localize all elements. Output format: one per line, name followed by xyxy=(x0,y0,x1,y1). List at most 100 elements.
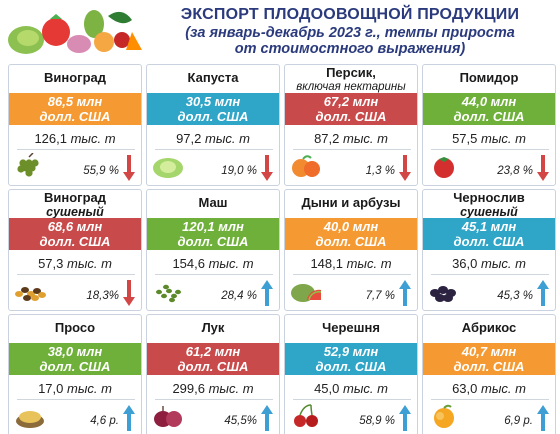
product-name: Виноград сушеный xyxy=(9,191,141,220)
product-name-text: Чернослив xyxy=(453,190,525,205)
product-card: Лук 61,2 млн долл. США 299,6 тыс. т 45,5% xyxy=(146,314,280,434)
export-volume: 148,1 тыс. т xyxy=(285,256,417,271)
arrow-up-icon xyxy=(399,280,411,306)
divider xyxy=(293,399,411,400)
arrow-up-icon xyxy=(399,405,411,431)
divider xyxy=(155,149,273,150)
product-name-text: Просо xyxy=(54,320,96,335)
page-subtitle: (за январь-декабрь 2023 г., темпы прирос… xyxy=(150,25,550,57)
arrow-down-icon xyxy=(123,155,135,181)
export-volume-unit: тыс. т xyxy=(342,131,388,146)
export-value-band: 86,5 млн долл. США xyxy=(9,93,141,125)
product-name: Абрикос xyxy=(423,321,555,335)
growth-rate: 1,3 % xyxy=(365,165,395,177)
export-volume-value: 97,2 xyxy=(176,131,205,146)
export-value-unit: долл. США xyxy=(315,234,387,249)
divider xyxy=(293,274,411,275)
product-card: Капуста 30,5 млн долл. США 97,2 тыс. т 19,0 … xyxy=(146,64,280,186)
product-card: Дыни и арбузы 40,0 млн долл. США 148,1 тыс.… xyxy=(284,189,418,311)
product-card: Помидор 44,0 млн долл. США 57,5 тыс. т 23,8 … xyxy=(422,64,556,186)
growth-rate: 7,7 % xyxy=(365,290,395,302)
export-volume-unit: тыс. т xyxy=(208,256,254,271)
product-card: Чернослив сушеный 45,1 млн долл. США 36,0 ты… xyxy=(422,189,556,311)
export-value-band: 67,2 млн долл. США xyxy=(285,93,417,125)
divider xyxy=(155,399,273,400)
export-volume-value: 87,2 xyxy=(314,131,343,146)
export-volume-value: 17,0 xyxy=(38,381,67,396)
export-value: 120,1 млн xyxy=(182,219,244,234)
product-name: Персик, включая нектарины xyxy=(285,66,417,94)
export-volume-unit: тыс. т xyxy=(70,131,116,146)
product-subname: сушеный xyxy=(46,205,104,219)
divider xyxy=(155,274,273,275)
product-name-text: Виноград xyxy=(43,70,106,85)
growth-rate: 6,9 р. xyxy=(504,415,533,427)
arrow-down-icon xyxy=(123,280,135,306)
export-value-band: 45,1 млн долл. США xyxy=(423,218,555,250)
divider xyxy=(17,149,135,150)
export-value-unit: долл. США xyxy=(177,359,249,374)
export-volume: 45,0 тыс. т xyxy=(285,381,417,396)
divider xyxy=(17,274,135,275)
product-name-text: Маш xyxy=(198,195,228,210)
cabbage-icon xyxy=(153,158,183,178)
apricot-icon xyxy=(434,404,454,428)
export-value: 38,0 млн xyxy=(47,344,103,359)
export-volume: 87,2 тыс. т xyxy=(285,131,417,146)
page-title: ЭКСПОРТ ПЛОДООВОЩНОЙ ПРОДУКЦИИ xyxy=(180,6,520,23)
export-value-unit: долл. США xyxy=(39,234,111,249)
product-name-text: Лук xyxy=(201,320,225,335)
product-name-text: Персик, xyxy=(326,65,376,80)
export-value-band: 40,0 млн долл. США xyxy=(285,218,417,250)
divider xyxy=(293,149,411,150)
arrow-down-icon xyxy=(399,155,411,181)
product-card: Персик, включая нектарины 67,2 млн долл. СШ… xyxy=(284,64,418,186)
growth-rate: 28,4 % xyxy=(221,290,257,302)
export-volume: 57,5 тыс. т xyxy=(423,131,555,146)
export-volume-unit: тыс. т xyxy=(480,131,526,146)
export-value-unit: долл. США xyxy=(315,109,387,124)
export-value: 40,7 млн xyxy=(461,344,517,359)
export-value-band: 44,0 млн долл. США xyxy=(423,93,555,125)
export-volume: 36,0 тыс. т xyxy=(423,256,555,271)
vegetables-illustration-icon xyxy=(8,10,142,54)
arrow-up-icon xyxy=(261,405,273,431)
export-volume: 126,1 тыс. т xyxy=(9,131,141,146)
export-value-band: 52,9 млн долл. США xyxy=(285,343,417,375)
export-value: 30,5 млн xyxy=(185,94,241,109)
export-value: 68,6 млн xyxy=(47,219,103,234)
product-name-text: Черешня xyxy=(322,320,380,335)
export-volume-value: 148,1 xyxy=(310,256,347,271)
export-value: 61,2 млн xyxy=(185,344,241,359)
product-subname: включая нектарины xyxy=(296,81,406,93)
export-value-band: 40,7 млн долл. США xyxy=(423,343,555,375)
growth-rate: 19,0 % xyxy=(221,165,257,177)
export-volume-unit: тыс. т xyxy=(342,381,388,396)
export-value-unit: долл. США xyxy=(315,359,387,374)
divider xyxy=(431,399,549,400)
product-card: Абрикос 40,7 млн долл. США 63,0 тыс. т 6,9 р… xyxy=(422,314,556,434)
raisins-icon xyxy=(15,287,46,301)
product-name: Дыни и арбузы xyxy=(285,196,417,210)
product-card: Виноград 86,5 млн долл. США 126,1 тыс. т 55,… xyxy=(8,64,142,186)
export-volume: 97,2 тыс. т xyxy=(147,131,279,146)
arrow-down-icon xyxy=(261,155,273,181)
export-volume-value: 63,0 xyxy=(452,381,481,396)
export-value-unit: долл. США xyxy=(453,359,525,374)
export-volume-value: 45,0 xyxy=(314,381,343,396)
product-subname: сушеный xyxy=(460,205,518,219)
tomato-icon xyxy=(434,157,454,178)
export-value: 45,1 млн xyxy=(461,219,517,234)
export-value-band: 120,1 млн долл. США xyxy=(147,218,279,250)
grapes-icon xyxy=(17,153,39,177)
onion-icon xyxy=(154,406,182,427)
prunes-icon xyxy=(430,286,456,302)
growth-rate: 55,9 % xyxy=(83,165,119,177)
export-volume-unit: тыс. т xyxy=(480,256,526,271)
arrow-up-icon xyxy=(537,405,549,431)
export-volume-value: 299,6 xyxy=(172,381,209,396)
subtitle-line-2: от стоимостного выражения) xyxy=(234,41,466,57)
export-value-unit: долл. США xyxy=(177,234,249,249)
product-name-text: Капуста xyxy=(187,70,239,85)
